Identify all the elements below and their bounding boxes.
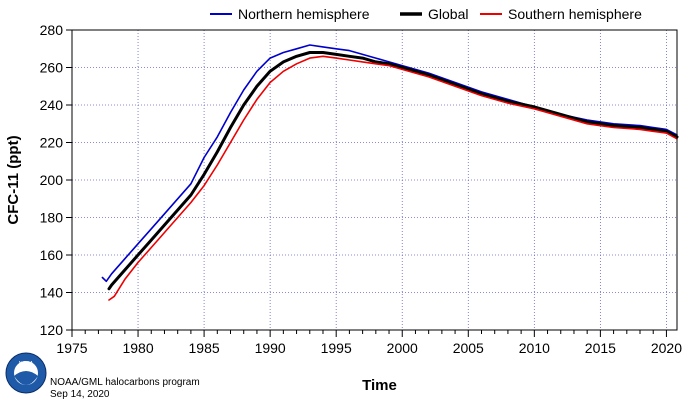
y-tick-label-260: 260 xyxy=(40,60,64,76)
x-tick-label-2020: 2020 xyxy=(651,340,682,356)
y-tick-label-140: 140 xyxy=(40,285,64,301)
y-tick-label-240: 240 xyxy=(40,97,64,113)
y-tick-label-220: 220 xyxy=(40,135,64,151)
credit-date: Sep 14, 2020 xyxy=(50,389,110,400)
x-axis-title: Time xyxy=(362,377,397,394)
x-tick-label-1985: 1985 xyxy=(189,340,220,356)
x-tick-label-2015: 2015 xyxy=(585,340,616,356)
y-tick-label-160: 160 xyxy=(40,247,64,263)
x-tick-label-2005: 2005 xyxy=(453,340,484,356)
x-tick-label-2000: 2000 xyxy=(387,340,418,356)
series-line-northern-hemisphere xyxy=(101,44,678,283)
tick-layer: 1975 1980 1985 1990 1995 2000 2005 2010 2015 2020… xyxy=(40,22,683,356)
series-line-global xyxy=(107,51,679,291)
x-tick-label-1995: 1995 xyxy=(321,340,352,356)
noaa-logo-icon: NOAA xyxy=(5,352,47,394)
x-tick-label-2010: 2010 xyxy=(519,340,550,356)
legend-label-northern-hemisphere: Northern hemisphere xyxy=(238,6,370,22)
series-line-southern-hemisphere xyxy=(108,55,678,301)
grid-layer xyxy=(72,30,677,330)
y-tick-label-280: 280 xyxy=(40,22,64,38)
y-tick-label-180: 180 xyxy=(40,210,64,226)
legend-label-southern-hemisphere: Southern hemisphere xyxy=(508,6,642,22)
logo-text: NOAA xyxy=(19,361,34,367)
y-tick-label-200: 200 xyxy=(40,172,64,188)
x-tick-label-1990: 1990 xyxy=(255,340,286,356)
y-tick-label-120: 120 xyxy=(40,322,64,338)
legend: Northern hemisphere Global Southern hemisp… xyxy=(210,6,642,22)
y-axis-title: CFC-11 (ppt) xyxy=(5,135,22,224)
legend-label-global: Global xyxy=(428,6,468,22)
x-tick-label-1980: 1980 xyxy=(122,340,153,356)
credit-program: NOAA/GML halocarbons program xyxy=(50,377,200,388)
series-layer xyxy=(101,44,679,301)
x-tick-label-1975: 1975 xyxy=(56,340,87,356)
